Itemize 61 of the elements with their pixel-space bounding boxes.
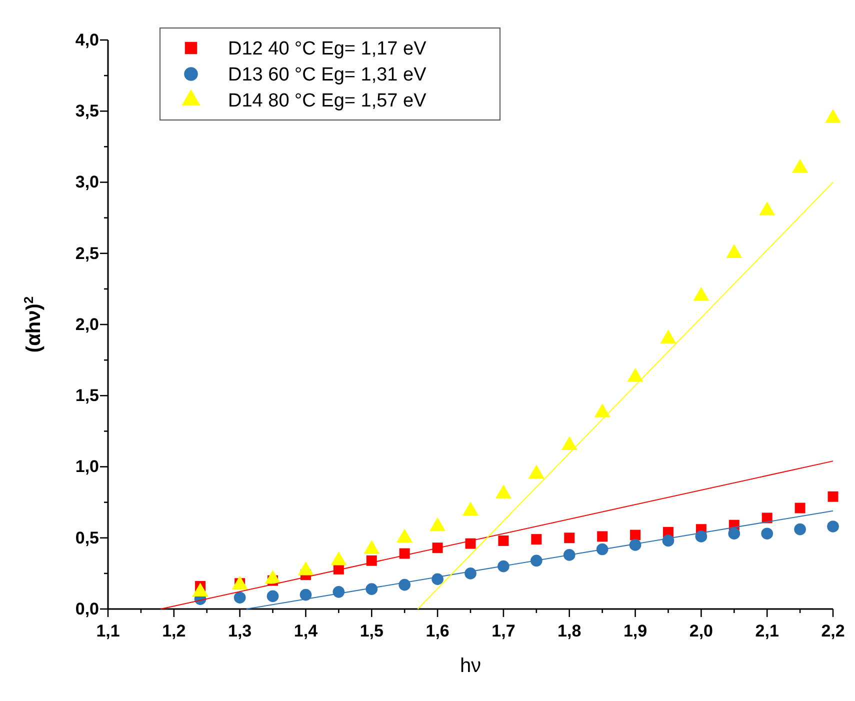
y-tick-label: 3,5 bbox=[75, 102, 99, 121]
point bbox=[561, 436, 578, 450]
x-tick-label: 1,1 bbox=[96, 622, 120, 641]
point bbox=[366, 555, 377, 566]
x-tick-label: 1,3 bbox=[228, 622, 252, 641]
y-tick-label: 1,0 bbox=[75, 457, 99, 476]
legend-label: D14 80 °C Eg= 1,57 eV bbox=[228, 90, 427, 112]
point bbox=[266, 590, 279, 602]
point bbox=[234, 592, 246, 604]
point bbox=[464, 568, 476, 580]
point bbox=[300, 588, 312, 601]
y-tick-label: 4,0 bbox=[75, 30, 99, 50]
point bbox=[366, 583, 378, 595]
point bbox=[564, 532, 575, 544]
point bbox=[693, 286, 710, 301]
point bbox=[498, 535, 509, 546]
point bbox=[563, 549, 576, 561]
point bbox=[728, 528, 740, 540]
y-tick-label: 2,5 bbox=[75, 244, 99, 263]
point bbox=[630, 530, 641, 540]
point bbox=[399, 548, 410, 559]
y-tick-label: 2,0 bbox=[75, 314, 99, 334]
point bbox=[762, 512, 772, 524]
x-tick-label: 2,2 bbox=[821, 622, 845, 641]
y-tick-label: 1,5 bbox=[75, 386, 99, 406]
point bbox=[498, 560, 510, 572]
point bbox=[761, 528, 774, 540]
x-tick-label: 1,5 bbox=[360, 622, 384, 641]
y-tick-label: 0,0 bbox=[75, 599, 99, 618]
point bbox=[827, 520, 839, 532]
point bbox=[825, 109, 841, 123]
point bbox=[759, 202, 776, 216]
point bbox=[432, 542, 443, 554]
point bbox=[627, 368, 644, 382]
x-tick-label: 1,6 bbox=[426, 622, 450, 641]
point bbox=[794, 502, 806, 514]
y-tick-label: 3,0 bbox=[75, 172, 99, 192]
point bbox=[594, 403, 610, 418]
x-tick-label: 1,9 bbox=[623, 622, 648, 641]
point bbox=[794, 523, 806, 536]
x-tick-label: 1,2 bbox=[162, 622, 186, 641]
legend-label: D12 40 °C Eg= 1,17 eV bbox=[228, 38, 427, 60]
point bbox=[629, 539, 642, 551]
point bbox=[597, 531, 608, 542]
point bbox=[432, 573, 444, 586]
legend-label: D13 60 °C Eg= 1,31 eV bbox=[228, 64, 427, 86]
x-axis-title: hν bbox=[460, 655, 482, 677]
point bbox=[695, 530, 708, 542]
point bbox=[660, 330, 676, 344]
x-tick-label: 1,4 bbox=[294, 622, 318, 641]
x-tick-label: 2,1 bbox=[755, 622, 779, 641]
x-tick-label: 1,8 bbox=[558, 622, 582, 641]
point bbox=[398, 578, 411, 591]
y-tick-label: 0,5 bbox=[75, 528, 99, 548]
x-tick-label: 2,0 bbox=[689, 622, 713, 641]
point bbox=[828, 491, 838, 502]
x-tick-label: 1,7 bbox=[492, 622, 516, 641]
point bbox=[726, 244, 742, 258]
point bbox=[792, 158, 808, 173]
point bbox=[531, 534, 542, 545]
point bbox=[332, 586, 345, 598]
